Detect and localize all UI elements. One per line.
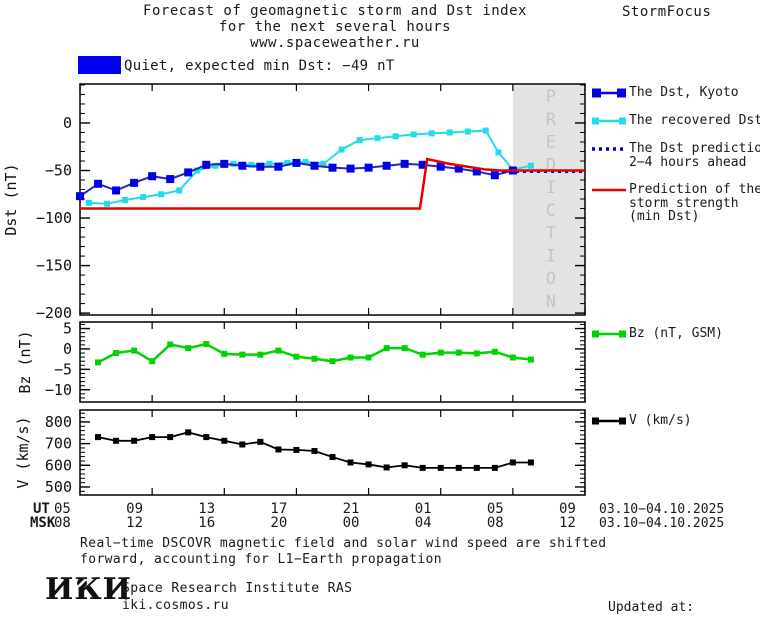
legend-swatch	[592, 147, 626, 151]
title-line-2: for the next several hours	[218, 19, 452, 35]
svg-text:O: O	[546, 269, 556, 289]
svg-text:T: T	[546, 224, 556, 244]
brand-stormfocus: StormFocus	[622, 4, 712, 20]
ut-hour-label: 09	[126, 501, 143, 517]
legend-swatch	[592, 330, 626, 338]
legend-label: V (km/s)	[629, 413, 692, 428]
footnote-line-1: Real−time DSCOVR magnetic field and sola…	[80, 536, 607, 551]
svg-text:800: 800	[45, 413, 72, 431]
legend-item: Bz (nT, GSM)	[591, 327, 759, 341]
legend-label: The recovered Dst	[629, 113, 760, 128]
legend-swatch	[592, 88, 626, 98]
ut-row-label: UT	[33, 501, 50, 517]
ut-daterange: 03.10−04.10.2025	[599, 502, 725, 517]
svg-text:0: 0	[63, 114, 72, 132]
legend-label: Prediction of the storm strength (min Dst)	[629, 182, 760, 224]
updated-label: Updated at:	[608, 600, 695, 615]
svg-text:700: 700	[45, 435, 72, 453]
msk-row-label: MSK	[30, 515, 56, 531]
legend-dst: The Dst, Kyoto The recovered Dst The Dst p…	[591, 86, 760, 238]
svg-text:D: D	[546, 155, 556, 175]
legend-item: The Dst, Kyoto	[591, 86, 759, 100]
svg-text:I: I	[546, 246, 556, 266]
legend-label: The Dst prediction 2−4 hours ahead	[629, 141, 760, 170]
storm-status-label: Quiet, expected min Dst: −49 nT	[124, 58, 395, 74]
svg-text:−5: −5	[54, 360, 72, 378]
ut-hour-label: 09	[559, 501, 576, 517]
legend-item: Prediction of the storm strength (min Dst)	[591, 182, 760, 224]
title-line-1: Forecast of geomagnetic storm and Dst in…	[143, 3, 527, 19]
institute-name: Space Research Institute RAS	[122, 581, 353, 596]
legend-label: Bz (nT, GSM)	[629, 326, 723, 341]
legend-swatch	[592, 417, 626, 425]
msk-hour-label: 04	[414, 515, 432, 531]
msk-hour-label: 20	[270, 515, 288, 531]
svg-text:N: N	[546, 292, 556, 312]
svg-text:V (km/s): V (km/s)	[14, 416, 32, 488]
footnote: Real−time DSCOVR magnetic field and sola…	[80, 536, 607, 568]
institute-url[interactable]: iki.cosmos.ru	[122, 598, 229, 613]
svg-text:P: P	[546, 87, 556, 107]
legend-v: V (km/s)	[591, 414, 759, 442]
msk-hour-label: 12	[559, 515, 576, 531]
svg-text:5: 5	[63, 320, 72, 338]
iki-logo-sputnik-icon	[77, 578, 87, 588]
svg-text:Dst (nT): Dst (nT)	[2, 163, 20, 235]
svg-text:E: E	[546, 133, 556, 153]
updated-block: Updated at: UT 05:05, 04.10.2025 MSK 08:…	[598, 565, 760, 620]
legend-bz: Bz (nT, GSM)	[591, 327, 759, 355]
storm-level-swatch	[78, 56, 121, 74]
legend-swatch	[592, 117, 626, 125]
legend-item: The Dst prediction 2−4 hours ahead	[591, 141, 760, 170]
svg-text:R: R	[546, 110, 557, 130]
svg-text:−200: −200	[36, 304, 72, 322]
ut-hour-label: 05	[54, 501, 71, 517]
svg-text:Bz (nT): Bz (nT)	[16, 330, 34, 393]
ut-hour-label: 21	[342, 501, 360, 517]
svg-text:−150: −150	[36, 257, 72, 275]
msk-hour-label: 16	[198, 515, 216, 531]
svg-text:−50: −50	[45, 162, 72, 180]
msk-hour-label: 08	[486, 515, 504, 531]
legend-item: The recovered Dst	[591, 113, 760, 128]
svg-text:−10: −10	[45, 381, 72, 399]
legend-item: V (km/s)	[591, 414, 759, 428]
svg-text:600: 600	[45, 456, 72, 474]
msk-hour-label: 08	[54, 515, 71, 531]
ut-hour-label: 01	[414, 501, 432, 517]
msk-hour-label: 12	[126, 515, 143, 531]
iki-logo: ИКИ	[45, 572, 132, 607]
institute-block: Space Research Institute RAS iki.cosmos.…	[122, 580, 352, 614]
page-title: Forecast of geomagnetic storm and Dst in…	[70, 3, 600, 51]
msk-daterange: 03.10−04.10.2025	[599, 516, 725, 531]
svg-text:I: I	[546, 178, 556, 198]
svg-text:500: 500	[45, 478, 72, 496]
legend-label: The Dst, Kyoto	[629, 85, 739, 100]
svg-text:C: C	[546, 201, 556, 221]
ut-hour-label: 13	[198, 501, 216, 517]
ut-hour-label: 17	[270, 501, 288, 517]
legend-swatch	[592, 188, 626, 192]
footnote-line-2: forward, accounting for L1−Earth propaga…	[80, 552, 442, 567]
ut-hour-label: 05	[486, 501, 504, 517]
svg-text:−100: −100	[36, 209, 72, 227]
svg-text:0: 0	[63, 340, 72, 358]
msk-hour-label: 00	[342, 515, 360, 531]
site-url[interactable]: www.spaceweather.ru	[250, 35, 420, 51]
